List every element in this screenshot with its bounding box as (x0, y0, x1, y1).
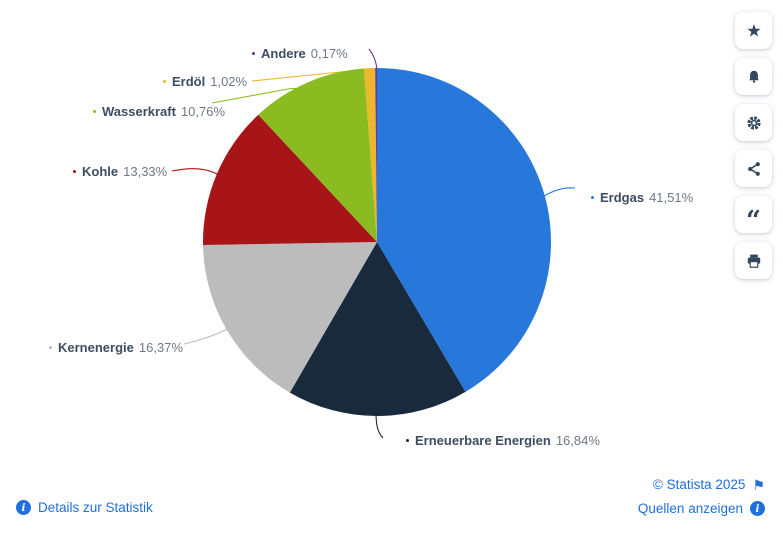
pie-slice-andere[interactable] (375, 68, 377, 242)
slice-value: 16,84% (555, 433, 600, 448)
wasserkraft-bullet-icon (93, 110, 96, 113)
pie-slice-kernenergie[interactable] (203, 242, 377, 393)
leader-line (543, 187, 576, 197)
pie-slice-erdgas[interactable] (377, 68, 551, 392)
kohle-bullet-icon (73, 170, 76, 173)
cite-button[interactable] (735, 196, 772, 233)
erdgas-bullet-icon (591, 196, 594, 199)
notifications-button[interactable] (735, 58, 772, 95)
pie-slice-wasserkraft[interactable] (258, 68, 377, 243)
settings-button[interactable] (735, 104, 772, 141)
pie-slice-erneuerbare-energien[interactable] (289, 242, 466, 416)
pie-slices (203, 68, 551, 416)
slice-name: Erdöl (172, 74, 206, 89)
slice-value: 1,02% (210, 74, 248, 89)
slice-name: Kohle (82, 164, 119, 179)
details-link-label: Details zur Statistik (38, 500, 153, 515)
flag-icon (752, 478, 765, 492)
favorite-button[interactable] (735, 12, 772, 49)
star-icon (746, 23, 761, 37)
print-icon (747, 254, 760, 268)
leader-line (171, 168, 224, 179)
slice-value: 41,51% (649, 190, 694, 205)
slice-label-erneuerbare-energien: Erneuerbare Energien 16,84% (406, 432, 600, 449)
leader-line (183, 328, 228, 345)
slice-label-kernenergie: Kernenergie 16,37% (49, 339, 183, 356)
slice-value: 10,76% (180, 104, 226, 119)
kernenergie-bullet-icon (49, 346, 52, 349)
slice-label-andere: Andere 0,17% (252, 45, 348, 62)
print-button[interactable] (735, 242, 772, 279)
sources-link[interactable]: Quellen anzeigen (638, 501, 765, 516)
share-button[interactable] (735, 150, 772, 187)
slice-value: 13,33% (123, 164, 168, 179)
slice-name: Andere (261, 46, 306, 61)
pie-slice-erdoel[interactable] (364, 68, 377, 242)
info-icon (750, 501, 765, 516)
copyright-label: © Statista 2025 (652, 477, 746, 492)
sources-link-label: Quellen anzeigen (637, 501, 743, 516)
share-icon (747, 161, 760, 176)
slice-name: Erneuerbare Energien (415, 433, 551, 448)
slice-name: Kernenergie (58, 340, 134, 355)
info-icon (16, 500, 31, 515)
action-toolbar (735, 12, 772, 288)
slice-label-erdgas: Erdgas 41,51% (591, 189, 693, 206)
slice-value: 16,37% (138, 340, 183, 355)
erneuerbare-bullet-icon (406, 439, 409, 442)
erdoel-bullet-icon (163, 80, 166, 83)
gear-icon (746, 115, 761, 130)
andere-bullet-icon (252, 52, 255, 55)
pie-slice-kohle[interactable] (203, 114, 377, 246)
slice-label-kohle: Kohle 13,33% (73, 163, 167, 180)
slice-label-erdoel: Erdöl 1,02% (163, 73, 247, 90)
slice-value: 0,17% (310, 46, 348, 61)
slice-name: Erdgas (600, 190, 645, 205)
statista-copyright-link[interactable]: © Statista 2025 (653, 477, 765, 492)
leader-line (368, 48, 378, 70)
slice-label-wasserkraft: Wasserkraft 10,76% (93, 103, 225, 120)
bell-icon (748, 70, 759, 83)
slice-name: Wasserkraft (102, 104, 176, 119)
details-link[interactable]: Details zur Statistik (16, 500, 153, 515)
